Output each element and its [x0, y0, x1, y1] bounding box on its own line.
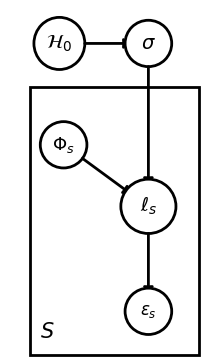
Ellipse shape — [40, 122, 87, 168]
Ellipse shape — [125, 20, 172, 67]
Ellipse shape — [34, 17, 85, 70]
Text: $\mathcal{H}_0$: $\mathcal{H}_0$ — [46, 33, 73, 54]
Text: $\sigma$: $\sigma$ — [141, 34, 156, 53]
Ellipse shape — [121, 179, 176, 233]
Bar — [30, 87, 199, 355]
Text: $\Phi_s$: $\Phi_s$ — [52, 135, 75, 155]
Ellipse shape — [125, 288, 172, 334]
Text: $\ell_s$: $\ell_s$ — [140, 195, 157, 218]
Text: $S$: $S$ — [40, 322, 55, 342]
Text: $\varepsilon_s$: $\varepsilon_s$ — [140, 302, 157, 320]
